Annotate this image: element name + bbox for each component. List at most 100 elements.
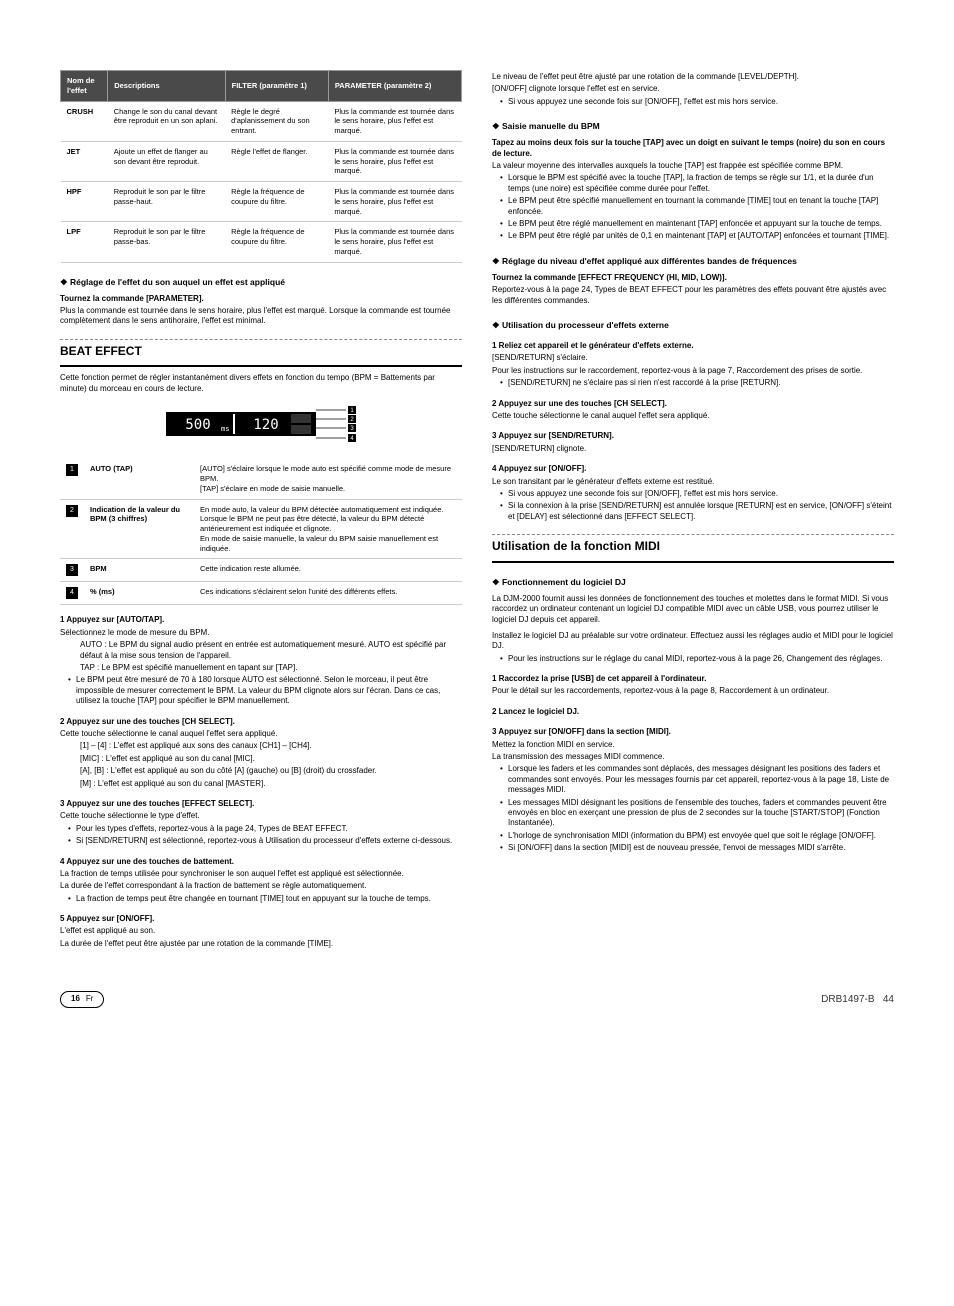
table-cell: Plus la commande est tournée dans le sen… — [328, 141, 461, 181]
step-2-a: [1] – [4] : L'effet est appliqué aux son… — [60, 741, 462, 751]
left-column: Nom de l'effet Descriptions FILTER (para… — [60, 70, 462, 951]
heading-dj: Fonctionnement du logiciel DJ — [492, 577, 894, 588]
step-4-p1: La fraction de temps utilisée pour synch… — [60, 869, 462, 879]
table-cell: LPF — [61, 222, 108, 262]
table-cell: CRUSH — [61, 101, 108, 141]
ext-s1-b: Pour les instructions sur le raccordemen… — [492, 366, 894, 376]
rule — [60, 365, 462, 367]
svg-text:120: 120 — [253, 417, 278, 433]
table-cell: Ajoute un effet de flanger au son devant… — [108, 141, 225, 181]
freq-bold: Tournez la commande [EFFECT FREQUENCY (H… — [492, 273, 894, 283]
legend-cell: En mode auto, la valeur du BPM détectée … — [194, 499, 462, 559]
step-5: 5 Appuyez sur [ON/OFF]. — [60, 914, 462, 924]
legend-cell: % (ms) — [84, 582, 194, 605]
list-item: Lorsque le BPM est spécifié avec la touc… — [500, 173, 894, 194]
ext-s1-a: [SEND/RETURN] s'éclaire. — [492, 353, 894, 363]
divider — [60, 339, 462, 340]
legend-cell: BPM — [84, 559, 194, 582]
dj-s3-p1: Mettez la fonction MIDI en service. — [492, 740, 894, 750]
beat-effect-title: BEAT EFFECT — [60, 344, 462, 360]
page-number: 16 — [71, 994, 80, 1004]
table-cell: Plus la commande est tournée dans le sen… — [328, 222, 461, 262]
ext-s3: 3 Appuyez sur [SEND/RETURN]. — [492, 431, 894, 441]
th-p2: PARAMETER (paramètre 2) — [328, 71, 461, 102]
legend-cell: 3 — [60, 559, 84, 582]
step-2: 2 Appuyez sur une des touches [CH SELECT… — [60, 717, 462, 727]
legend-cell: 1 — [60, 459, 84, 499]
r-top2: [ON/OFF] clignote lorsque l'effet est en… — [492, 84, 894, 94]
dj-s1-p: Pour le détail sur les raccordements, re… — [492, 686, 894, 696]
list-item: Si [ON/OFF] dans la section [MIDI] est d… — [500, 843, 894, 853]
table-row: LPFReproduit le son par le filtre passe-… — [61, 222, 462, 262]
step-1-bullet: Le BPM peut être mesuré de 70 à 180 lors… — [68, 675, 462, 706]
table-cell: Change le son du canal devant être repro… — [108, 101, 225, 141]
table-cell: Règle la fréquence de coupure du filtre. — [225, 222, 328, 262]
heading-freq: Réglage du niveau d'effet appliqué aux d… — [492, 256, 894, 267]
ext-s4: 4 Appuyez sur [ON/OFF]. — [492, 464, 894, 474]
step-2-d: [M] : L'effet est appliqué au son du can… — [60, 779, 462, 789]
dj-s3: 3 Appuyez sur [ON/OFF] dans la section [… — [492, 727, 894, 737]
step-3-b2: Si [SEND/RETURN] est sélectionné, report… — [68, 836, 462, 846]
ext-s2: 2 Appuyez sur une des touches [CH SELECT… — [492, 399, 894, 409]
legend-row: 1AUTO (TAP)[AUTO] s'éclaire lorsque le m… — [60, 459, 462, 499]
legend-row: 3BPMCette indication reste allumée. — [60, 559, 462, 582]
step-1: 1 Appuyez sur [AUTO/TAP]. — [60, 615, 462, 625]
ext-s4-p: Le son transitant par le générateur d'ef… — [492, 477, 894, 487]
heading-reglage-effet: Réglage de l'effet du son auquel un effe… — [60, 277, 462, 288]
saisie-p: La valeur moyenne des intervalles auxque… — [492, 161, 894, 171]
legend-row: 4% (ms)Ces indications s'éclairent selon… — [60, 582, 462, 605]
page-badge: 16 Fr — [60, 991, 104, 1007]
doc-code: DRB1497-B 44 — [821, 993, 894, 1006]
table-cell: Règle le degré d'aplanissement du son en… — [225, 101, 328, 141]
legend-cell: Ces indications s'éclairent selon l'unit… — [194, 582, 462, 605]
step-1-tap: TAP : Le BPM est spécifié manuellement e… — [60, 663, 462, 673]
table-cell: Reproduit le son par le filtre passe-bas… — [108, 222, 225, 262]
bpm-display-figure: 500 ms 120 1 2 3 4 — [60, 402, 462, 451]
th-name: Nom de l'effet — [61, 71, 108, 102]
list-item: Si vous appuyez une seconde fois sur [ON… — [500, 489, 894, 499]
list-item: Le BPM peut être réglé par unités de 0,1… — [500, 231, 894, 241]
beat-intro: Cette fonction permet de régler instanta… — [60, 373, 462, 394]
list-item: Le BPM peut être réglé manuellement en m… — [500, 219, 894, 229]
list-item: Lorsque les faders et les commandes sont… — [500, 764, 894, 795]
dj-s2: 2 Lancez le logiciel DJ. — [492, 707, 894, 717]
dj-p2: Installez le logiciel DJ au préalable su… — [492, 631, 894, 652]
table-cell: Règle l'effet de flanger. — [225, 141, 328, 181]
heading-ext: Utilisation du processeur d'effets exter… — [492, 320, 894, 331]
table-cell: Reproduit le son par le filtre passe-hau… — [108, 182, 225, 222]
ext-s2-p: Cette touche sélectionne le canal auquel… — [492, 411, 894, 421]
ext-s1: 1 Reliez cet appareil et le générateur d… — [492, 341, 894, 351]
table-row: CRUSHChange le son du canal devant être … — [61, 101, 462, 141]
dj-s3-p2: La transmission des messages MIDI commen… — [492, 752, 894, 762]
list-item: Les messages MIDI désignant les position… — [500, 798, 894, 829]
step-2-sub: Cette touche sélectionne le canal auquel… — [60, 729, 462, 739]
table-cell: Plus la commande est tournée dans le sen… — [328, 101, 461, 141]
ext-s3-p: [SEND/RETURN] clignote. — [492, 444, 894, 454]
legend-cell: 4 — [60, 582, 84, 605]
r-top-b: Si vous appuyez une seconde fois sur [ON… — [500, 97, 894, 107]
divider — [492, 534, 894, 535]
step-5-p1: L'effet est appliqué au son. — [60, 926, 462, 936]
table-cell: JET — [61, 141, 108, 181]
legend-cell: [AUTO] s'éclaire lorsque le mode auto es… — [194, 459, 462, 499]
svg-text:500: 500 — [185, 417, 210, 433]
saisie-bold: Tapez au moins deux fois sur la touche [… — [492, 138, 894, 159]
table-cell: HPF — [61, 182, 108, 222]
ext-s1-c: [SEND/RETURN] ne s'éclaire pas si rien n… — [500, 378, 894, 388]
midi-title: Utilisation de la fonction MIDI — [492, 539, 894, 555]
step-4-b1: La fraction de temps peut être changée e… — [68, 894, 462, 904]
legend-row: 2Indication de la valeur du BPM (3 chiff… — [60, 499, 462, 559]
svg-text:ms: ms — [221, 425, 229, 433]
table-cell: Règle la fréquence de coupure du filtre. — [225, 182, 328, 222]
dj-s1: 1 Raccordez la prise [USB] de cet appare… — [492, 674, 894, 684]
step-5-p2: La durée de l'effet peut être ajustée pa… — [60, 939, 462, 949]
legend-table: 1AUTO (TAP)[AUTO] s'éclaire lorsque le m… — [60, 459, 462, 605]
list-item: Le BPM peut être spécifié manuellement e… — [500, 196, 894, 217]
list-item: Si la connexion à la prise [SEND/RETURN]… — [500, 501, 894, 522]
rule — [492, 561, 894, 563]
dj-p1: La DJM-2000 fournit aussi les données de… — [492, 594, 894, 625]
legend-cell: Indication de la valeur du BPM (3 chiffr… — [84, 499, 194, 559]
step-1-auto: AUTO : Le BPM du signal audio présent en… — [60, 640, 462, 661]
step-3: 3 Appuyez sur une des touches [EFFECT SE… — [60, 799, 462, 809]
step-4: 4 Appuyez sur une des touches de batteme… — [60, 857, 462, 867]
